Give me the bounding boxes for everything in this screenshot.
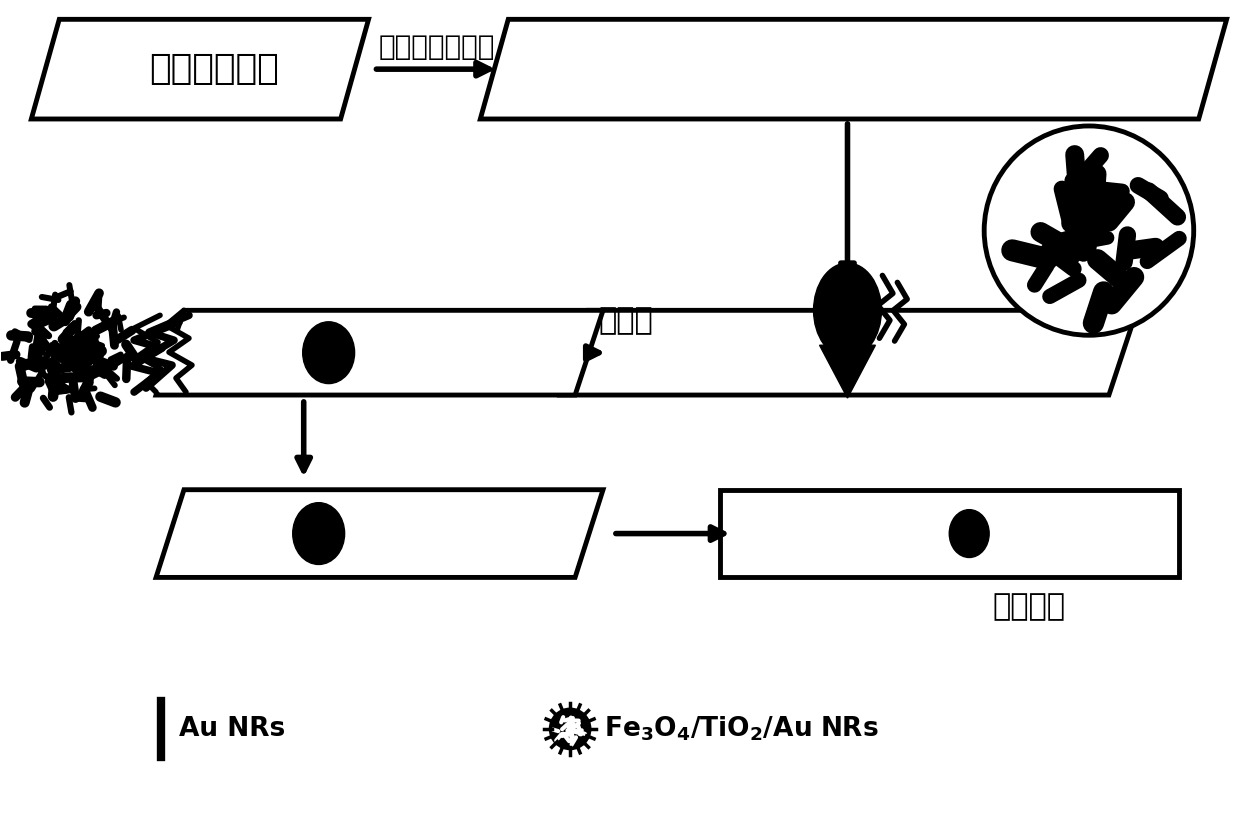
Text: 磁性试纸: 磁性试纸	[992, 593, 1065, 621]
Polygon shape	[480, 20, 1226, 119]
Circle shape	[1055, 237, 1083, 264]
Circle shape	[551, 709, 590, 749]
Polygon shape	[156, 311, 603, 395]
Polygon shape	[820, 346, 875, 398]
Text: $\mathbf{Fe_3O_4/TiO_2/Au\ NRs}$: $\mathbf{Fe_3O_4/TiO_2/Au\ NRs}$	[604, 715, 879, 743]
Polygon shape	[156, 489, 603, 577]
Text: 聚四氟乙烯片: 聚四氟乙烯片	[149, 52, 279, 86]
Circle shape	[0, 283, 139, 423]
Polygon shape	[134, 311, 192, 392]
Ellipse shape	[303, 322, 355, 384]
Ellipse shape	[293, 502, 345, 564]
Text: 旋涂超疏水材料: 旋涂超疏水材料	[378, 33, 495, 61]
Bar	[719, 489, 1179, 577]
Circle shape	[985, 126, 1194, 335]
Text: 自组装: 自组装	[598, 306, 653, 335]
Text: Au NRs: Au NRs	[179, 716, 285, 742]
Polygon shape	[560, 311, 1137, 395]
Ellipse shape	[813, 263, 882, 358]
Polygon shape	[31, 20, 368, 119]
Ellipse shape	[950, 510, 990, 558]
